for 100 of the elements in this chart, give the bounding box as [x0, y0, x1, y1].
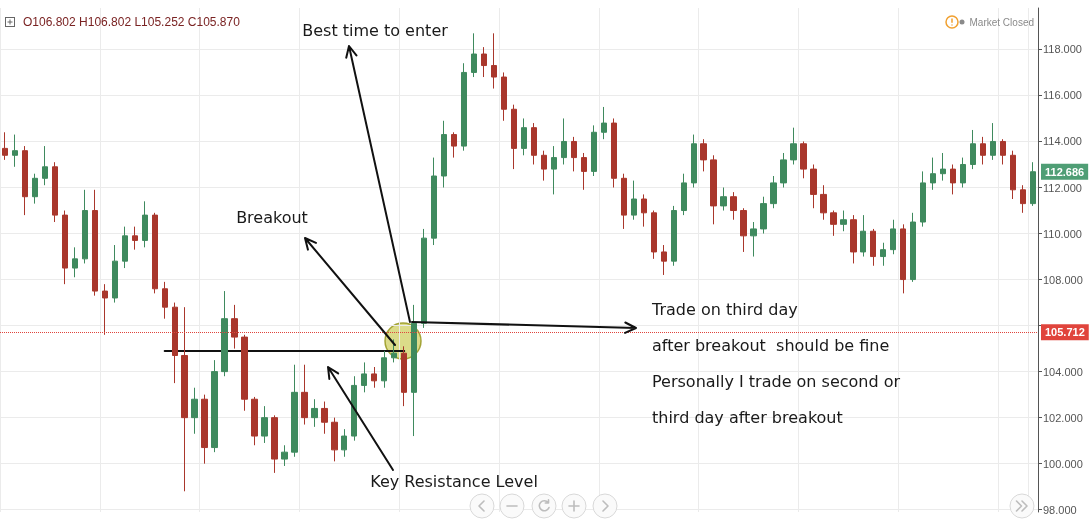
candlestick — [581, 152, 587, 191]
candlestick — [271, 414, 278, 474]
candlestick — [521, 117, 527, 156]
candlestick — [591, 124, 597, 177]
candlestick — [651, 210, 657, 260]
candlestick — [191, 387, 198, 435]
candlestick — [671, 205, 677, 267]
annotation: Trade on third day after breakout should be fine Personally I trade on second or third day after breakout — [651, 299, 901, 427]
candlestick — [461, 62, 467, 152]
ref-line-label: 105.712 — [1045, 326, 1085, 339]
candlestick — [162, 281, 168, 320]
candlestick — [451, 131, 457, 159]
candlestick — [431, 157, 437, 246]
candlestick — [321, 401, 328, 435]
candlestick — [421, 228, 427, 329]
candlestick — [631, 180, 637, 221]
candlestick — [181, 306, 188, 492]
candlestick — [840, 210, 847, 232]
text: 112.686 — [1045, 165, 1085, 178]
candlestick — [391, 338, 397, 363]
y-tick-label: 114.000 — [1043, 135, 1082, 148]
candlestick — [950, 163, 956, 195]
candlestick — [72, 246, 78, 278]
candlestick — [541, 150, 547, 182]
annotation: O106.802 H106.802 L105.252 C105.870 — [23, 15, 241, 29]
candlestick — [621, 173, 627, 230]
candlestick — [980, 136, 986, 165]
y-tick-label: 116.000 — [1043, 89, 1082, 102]
candlestick — [730, 191, 737, 221]
candlestick — [850, 214, 857, 264]
candlestick — [32, 173, 38, 205]
y-tick-label: 100.000 — [1043, 457, 1083, 470]
y-tick-label: 102.000 — [1043, 411, 1083, 424]
candlestick — [820, 184, 827, 221]
candlestick — [1000, 138, 1006, 165]
candlestick — [681, 173, 687, 216]
candlestick — [221, 290, 228, 377]
candlestick — [710, 154, 717, 225]
candlestick — [1030, 161, 1036, 207]
candlestick — [860, 214, 866, 258]
candlestick — [411, 304, 417, 437]
candlestick — [511, 104, 517, 170]
candlestick — [241, 334, 248, 412]
candlestick — [700, 138, 707, 172]
candlestick — [341, 428, 347, 458]
candlestick — [780, 152, 787, 189]
candlestick — [691, 134, 697, 189]
annotation: Breakout — [236, 207, 308, 227]
candlestick — [291, 364, 298, 458]
candlestick — [501, 71, 507, 122]
candlestick — [471, 32, 477, 78]
annotation: Best time to enter — [302, 20, 449, 40]
candlestick — [830, 210, 837, 237]
candlestick — [601, 106, 607, 140]
candlestick — [531, 122, 537, 165]
candlestick — [281, 444, 288, 467]
candlestick — [122, 226, 128, 269]
candlestick — [102, 283, 108, 336]
candlestick — [880, 242, 886, 267]
candlestick — [201, 394, 208, 465]
candlestick — [82, 189, 88, 264]
candlestick — [940, 152, 946, 182]
candlestick — [301, 364, 308, 426]
candlestick — [132, 226, 138, 251]
candlestick — [551, 145, 557, 195]
candlestick — [351, 375, 357, 442]
candlestick — [930, 157, 936, 191]
candlestick — [361, 361, 367, 393]
candlestick — [910, 212, 916, 283]
candlestick — [790, 127, 797, 165]
y-tick-label: 108.000 — [1043, 273, 1083, 286]
candlestick — [900, 223, 906, 294]
candlestick — [810, 163, 817, 209]
y-tick-label: 118.000 — [1043, 43, 1082, 56]
candlestick — [261, 405, 268, 444]
candlestick — [720, 187, 727, 212]
candlestick — [800, 140, 807, 179]
candlestick — [52, 161, 58, 223]
candlestick — [12, 134, 18, 168]
y-tick-label: 98.000 — [1043, 503, 1077, 516]
candlestick — [740, 207, 747, 253]
candlestick — [970, 129, 976, 170]
candlestick — [960, 157, 966, 189]
candlestick — [561, 117, 567, 165]
y-tick-label: 104.000 — [1043, 365, 1083, 378]
y-tick-label: 110.000 — [1043, 227, 1082, 240]
candlestick — [401, 345, 407, 407]
candlestick — [251, 396, 258, 446]
candlestick — [112, 244, 118, 304]
candlestick — [92, 189, 98, 297]
candlestick — [920, 170, 926, 228]
candlestick — [42, 145, 48, 186]
candlestick — [661, 244, 667, 276]
candlestick — [172, 302, 178, 384]
annotation: Key Resistance Level — [370, 471, 538, 491]
candlestick — [641, 193, 647, 228]
candlestick — [611, 117, 617, 189]
candlestick — [231, 304, 238, 350]
candlestick — [1020, 184, 1026, 214]
candlestick — [62, 210, 68, 285]
